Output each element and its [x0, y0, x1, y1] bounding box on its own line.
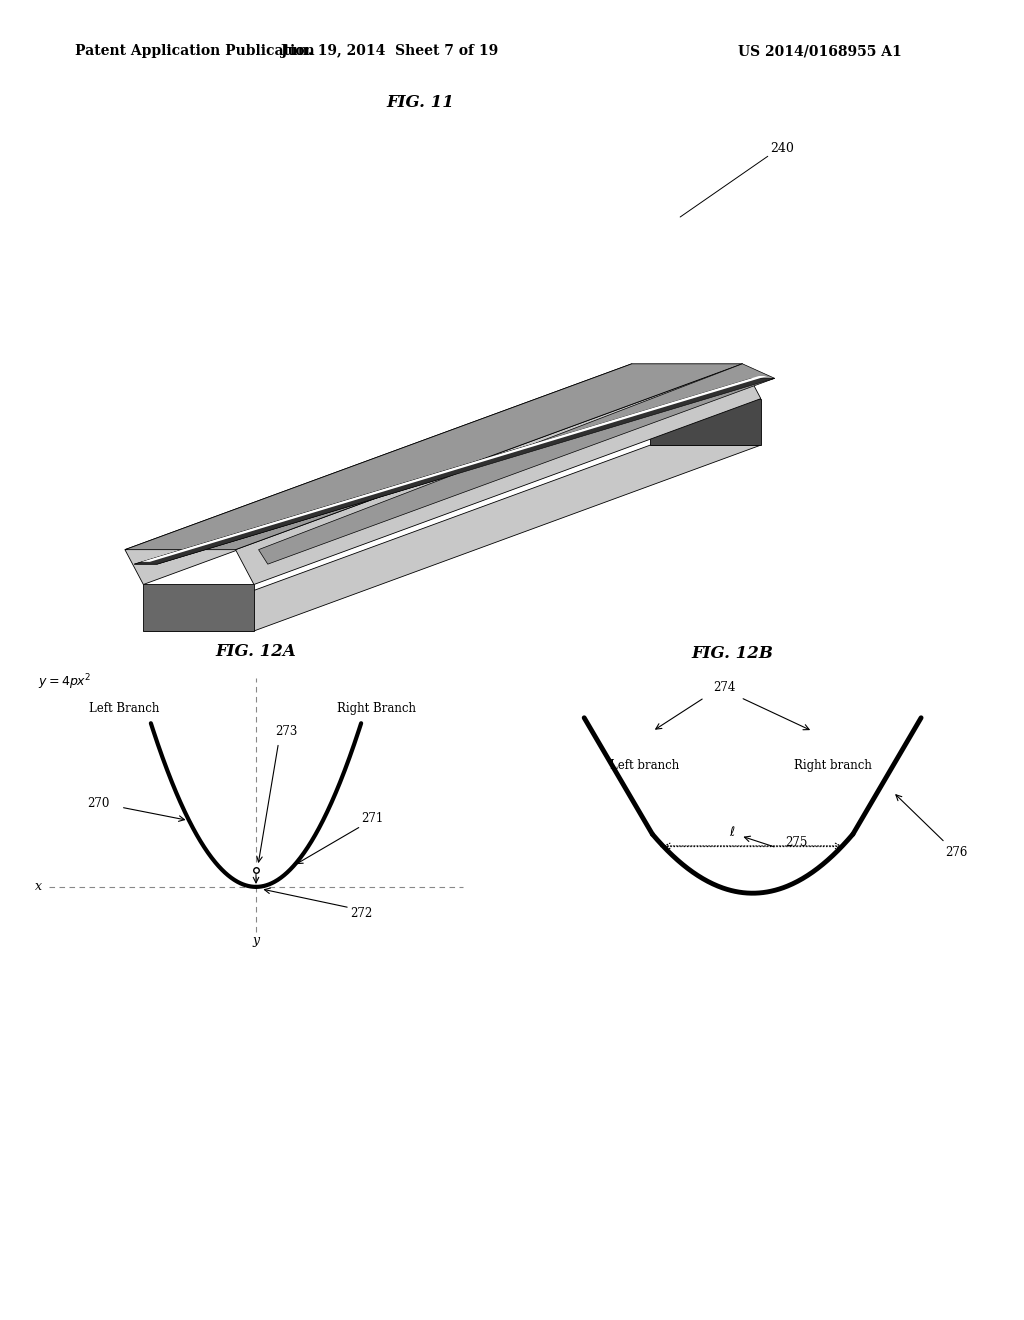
Polygon shape — [141, 376, 767, 562]
Polygon shape — [236, 364, 761, 585]
Text: 273: 273 — [274, 725, 297, 738]
Text: $\ell$: $\ell$ — [729, 825, 736, 840]
Text: Right Branch: Right Branch — [337, 702, 416, 715]
Text: Patent Application Publication: Patent Application Publication — [75, 45, 314, 58]
Text: Left branch: Left branch — [609, 759, 679, 771]
Polygon shape — [134, 379, 775, 564]
Text: 275: 275 — [784, 836, 807, 849]
Polygon shape — [125, 364, 650, 585]
Text: Jun. 19, 2014  Sheet 7 of 19: Jun. 19, 2014 Sheet 7 of 19 — [282, 45, 499, 58]
Text: FIG. 12A: FIG. 12A — [216, 643, 296, 660]
Text: x: x — [35, 880, 42, 894]
Text: 276: 276 — [945, 846, 968, 859]
Text: FIG. 12B: FIG. 12B — [691, 645, 773, 663]
Text: 272: 272 — [350, 907, 372, 920]
Text: $y = 4px^2$: $y = 4px^2$ — [38, 672, 92, 692]
Text: 271: 271 — [361, 812, 383, 825]
Text: 240: 240 — [770, 143, 794, 156]
Text: 274: 274 — [714, 681, 736, 694]
Polygon shape — [650, 399, 761, 445]
Text: US 2014/0168955 A1: US 2014/0168955 A1 — [738, 45, 902, 58]
Text: Right branch: Right branch — [794, 759, 871, 771]
Polygon shape — [125, 364, 742, 549]
Text: FIG. 11: FIG. 11 — [386, 94, 454, 111]
Text: y: y — [253, 933, 259, 946]
Polygon shape — [143, 445, 761, 631]
Polygon shape — [258, 364, 775, 564]
Text: Left Branch: Left Branch — [89, 702, 160, 715]
Text: 270: 270 — [87, 797, 110, 810]
Polygon shape — [143, 585, 254, 631]
Polygon shape — [134, 379, 775, 564]
